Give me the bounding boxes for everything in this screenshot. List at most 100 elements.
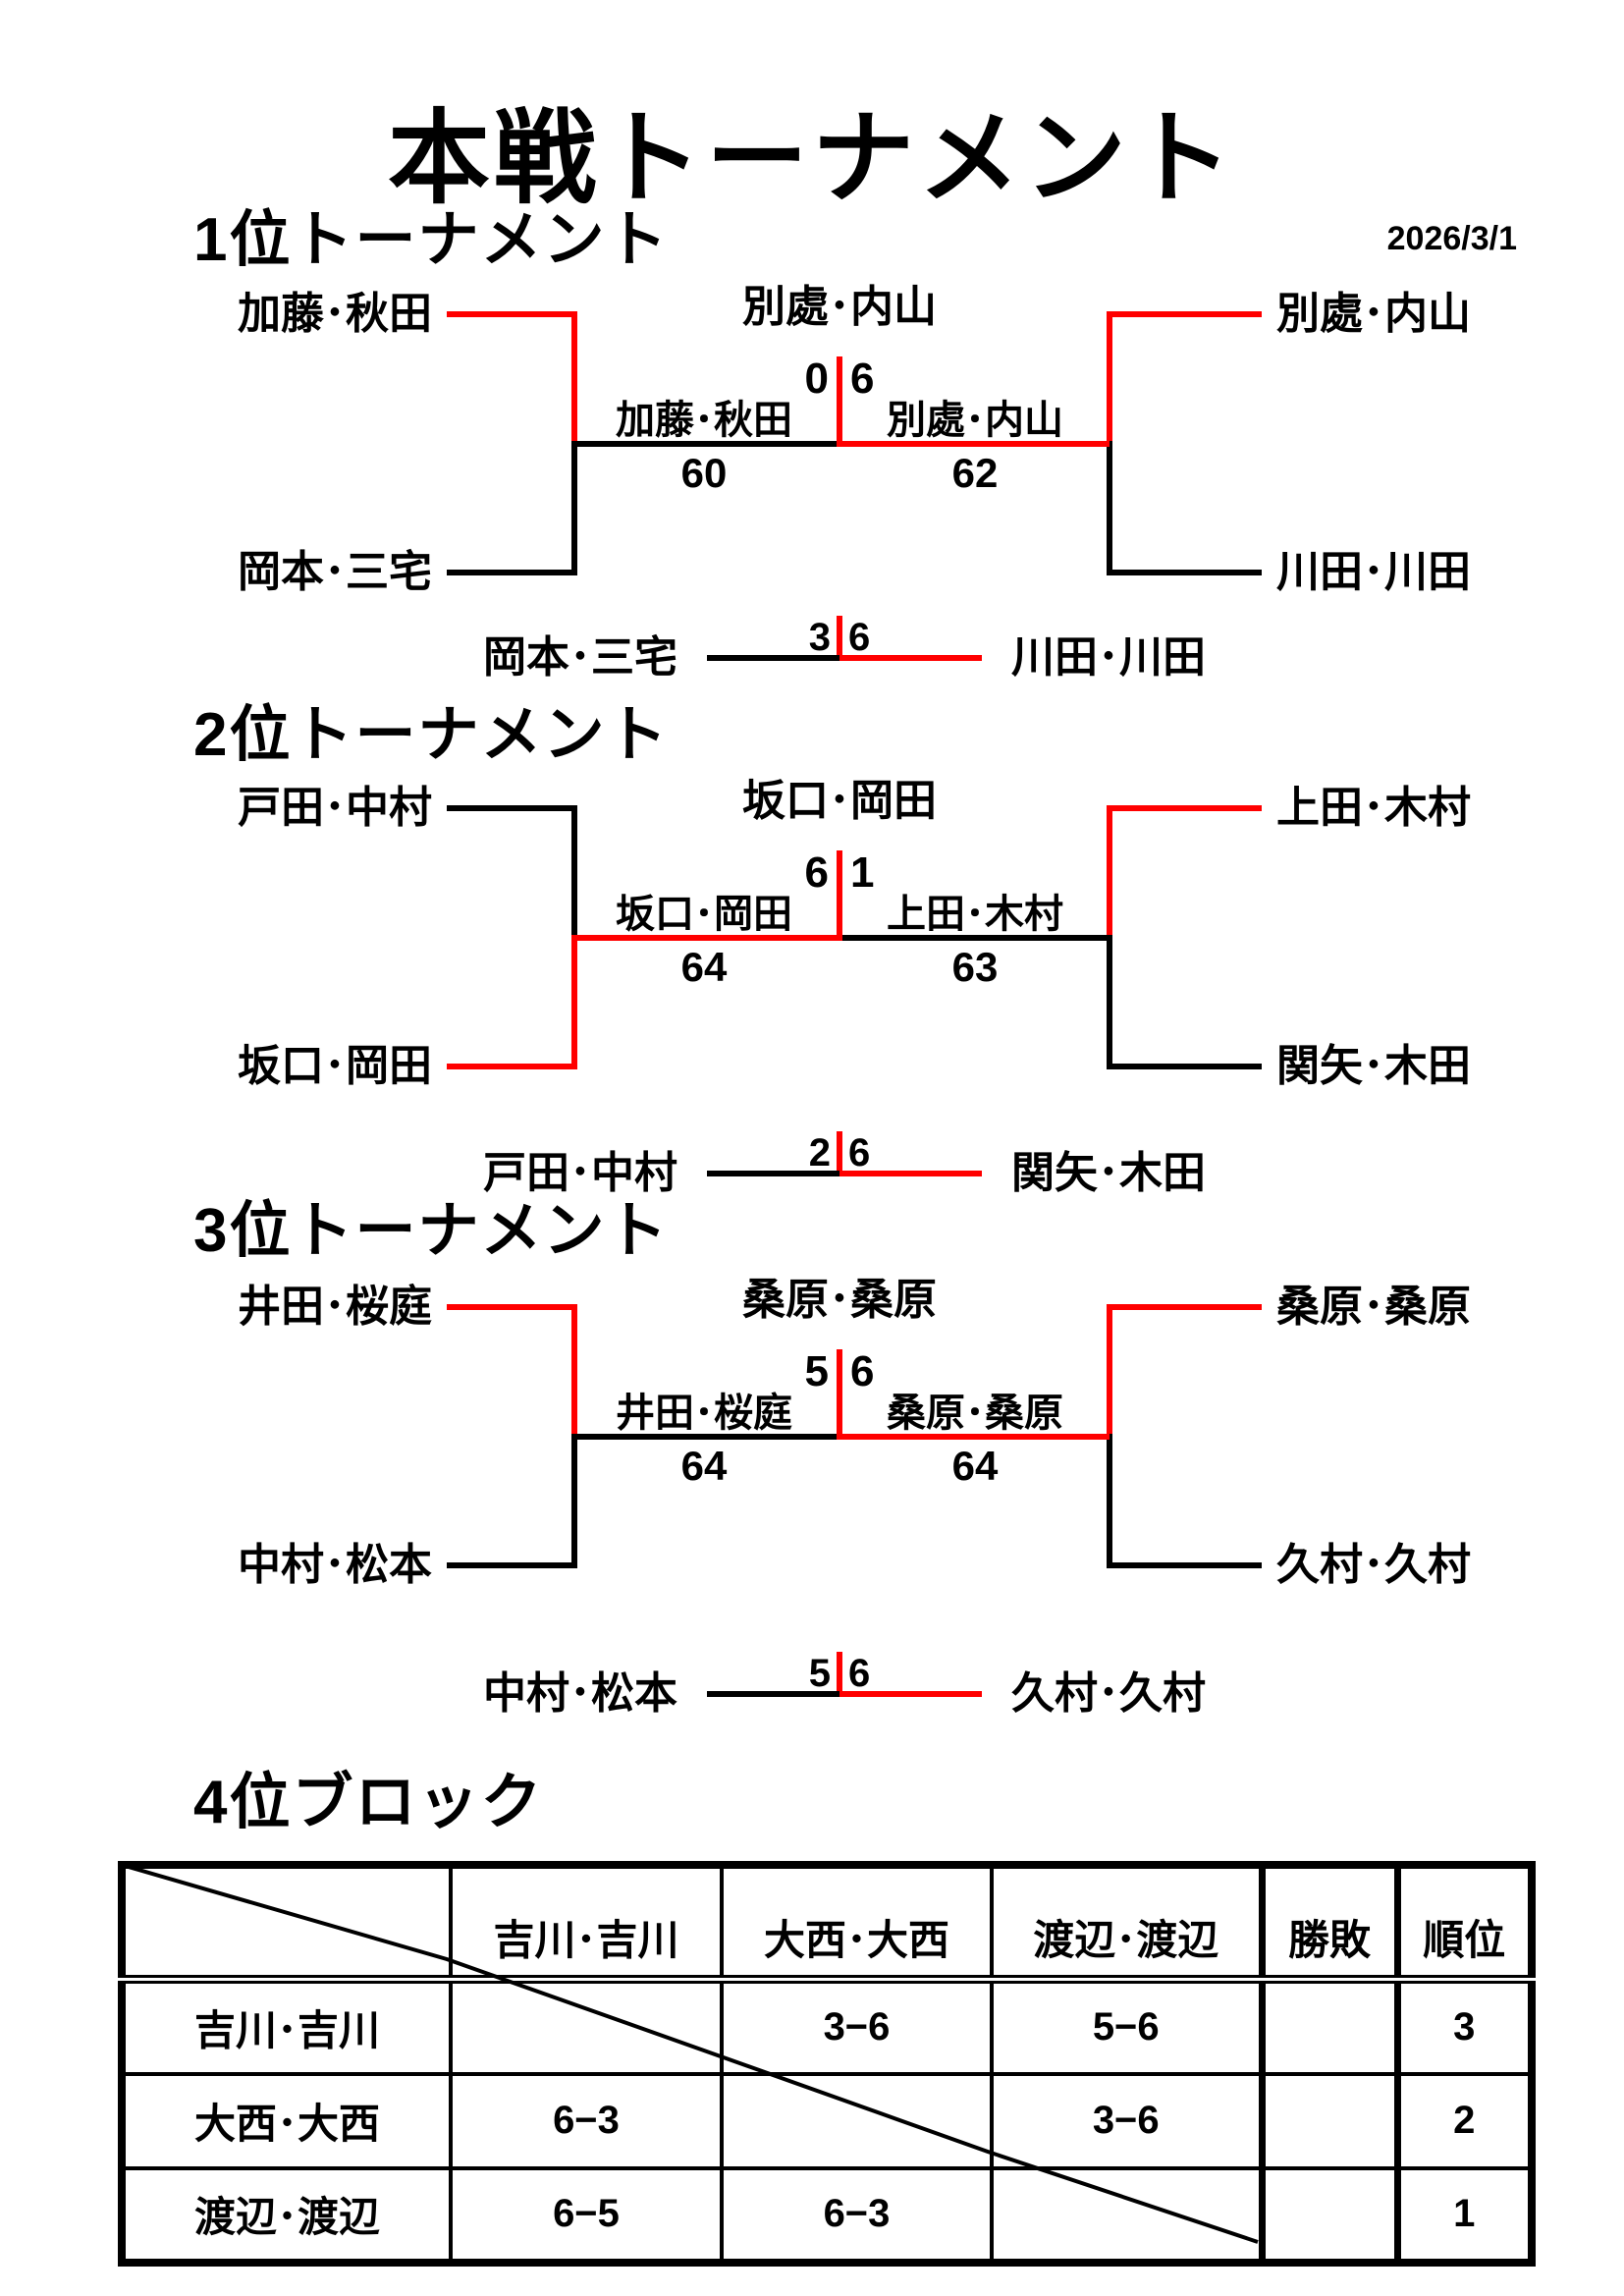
connector-line <box>447 570 574 575</box>
connector-line <box>1110 1562 1262 1568</box>
consolation-score-right: 6 <box>848 1652 871 1695</box>
semi-score-left: 64 <box>680 944 728 990</box>
column-header-rank: 順位 <box>1393 1863 1534 1984</box>
rank-cell: 3 <box>1393 1977 1534 2076</box>
team-label: 別處･内山 <box>1276 290 1471 338</box>
team-label: 川田･川田 <box>1011 633 1206 682</box>
result-cell: 6−3 <box>720 2165 994 2265</box>
connector-line <box>1107 311 1112 447</box>
final-line-left <box>574 1434 839 1440</box>
final-score-left: 0 <box>804 355 829 403</box>
result-cell: 6−5 <box>449 2165 724 2265</box>
team-label: 戸田･中村 <box>238 784 432 832</box>
consolation-score-left: 2 <box>808 1131 831 1175</box>
team-label: 中村･松本 <box>483 1669 677 1718</box>
finalist-label: 加藤･秋田 <box>616 399 792 442</box>
bracket-3-title: 3位トーナメント <box>193 1197 670 1265</box>
consolation-score-right: 6 <box>848 616 871 659</box>
team-label: 坂口･岡田 <box>238 1042 432 1090</box>
header-row: 吉川･吉川 大西･大西 渡辺･渡辺 勝敗 順位 <box>120 1863 1534 1984</box>
consolation-score-right: 6 <box>848 1131 871 1175</box>
connector-line <box>1107 935 1112 1069</box>
final-line-right <box>839 441 1110 447</box>
bracket-1: 加藤･秋田 岡本･三宅 別處･内山 川田･川田 別處･内山 加藤･秋田 別處･内… <box>0 284 1624 623</box>
team-label: 井田･桜庭 <box>238 1283 432 1331</box>
connector-line <box>447 1064 574 1069</box>
connector-line <box>1110 805 1262 811</box>
score-divider <box>837 1131 842 1176</box>
connector-line <box>447 805 574 811</box>
tournament-date: 2026/3/1 <box>1386 220 1517 257</box>
connector-line <box>571 935 577 1069</box>
team-label: 上田･木村 <box>1276 784 1471 832</box>
champion-label: 桑原･桑原 <box>742 1276 937 1324</box>
column-header: 吉川･吉川 <box>449 1863 724 1984</box>
team-label: 中村･松本 <box>238 1541 432 1589</box>
column-header-wins: 勝敗 <box>1258 1863 1399 1984</box>
connector-line <box>447 1304 574 1310</box>
winner-line <box>839 655 982 661</box>
result-cell: 5−6 <box>990 1977 1264 2076</box>
page-title: 本戦トーナメント <box>387 102 1236 216</box>
rank-cell: 1 <box>1393 2165 1534 2265</box>
final-score-right: 6 <box>850 355 875 403</box>
team-label: 岡本･三宅 <box>483 633 677 682</box>
connector-line <box>447 1562 574 1568</box>
round-robin-table: 吉川･吉川 大西･大西 渡辺･渡辺 勝敗 順位 吉川･吉川 3−6 5−6 3 <box>118 1861 1536 2267</box>
team-label: 久村･久村 <box>1276 1541 1471 1589</box>
team-label: 戸田･中村 <box>483 1149 677 1197</box>
connector-line <box>707 1691 842 1697</box>
table-row: 大西･大西 6−3 3−6 2 <box>120 2071 1534 2170</box>
final-line-right <box>839 1434 1110 1440</box>
row-team-label: 大西･大西 <box>120 2071 453 2170</box>
connector-line <box>1110 570 1262 575</box>
rank-cell: 2 <box>1393 2071 1534 2170</box>
score-divider <box>837 850 842 941</box>
semi-score-right: 62 <box>951 450 999 496</box>
team-label: 関矢･木田 <box>1011 1149 1206 1197</box>
team-label: 関矢･木田 <box>1276 1042 1471 1090</box>
self-cell <box>990 2165 1264 2265</box>
score-divider <box>837 1349 842 1440</box>
connector-line <box>1110 311 1262 317</box>
consolation-score-left: 5 <box>808 1652 831 1695</box>
connector-line <box>571 311 577 447</box>
team-label: 加藤･秋田 <box>238 290 432 338</box>
connector-line <box>1107 441 1112 575</box>
consolation-match-2: 戸田･中村 関矢･木田 2 6 <box>0 1129 1624 1228</box>
bracket-2-title: 2位トーナメント <box>193 701 670 769</box>
final-line-right <box>839 935 1110 941</box>
finalist-label: 上田･木村 <box>887 893 1063 936</box>
final-score-right: 1 <box>850 848 875 897</box>
diagonal-corner-cell <box>120 1863 453 1984</box>
team-label: 岡本･三宅 <box>238 548 432 596</box>
connector-line <box>571 1304 577 1440</box>
block-4-title: 4位ブロック <box>193 1769 544 1836</box>
consolation-match-3: 中村･松本 久村･久村 5 6 <box>0 1650 1624 1748</box>
connector-line <box>707 1171 842 1176</box>
finalist-label: 坂口･岡田 <box>616 893 792 936</box>
result-cell: 6−3 <box>449 2071 724 2170</box>
column-header: 大西･大西 <box>720 1863 994 1984</box>
team-label: 桑原･桑原 <box>1276 1283 1471 1331</box>
winner-line <box>839 1171 982 1176</box>
final-score-left: 6 <box>804 848 829 897</box>
final-line-left <box>574 935 839 941</box>
semi-score-left: 64 <box>680 1443 728 1489</box>
semi-score-right: 63 <box>951 944 999 990</box>
finalist-label: 井田･桜庭 <box>616 1392 792 1435</box>
connector-line <box>1110 1304 1262 1310</box>
semi-score-right: 64 <box>951 1443 999 1489</box>
result-cell: 3−6 <box>720 1977 994 2076</box>
team-label: 久村･久村 <box>1011 1669 1206 1718</box>
winner-line <box>839 1691 982 1697</box>
table-row: 渡辺･渡辺 6−5 6−3 1 <box>120 2165 1534 2265</box>
final-score-right: 6 <box>850 1347 875 1395</box>
row-team-label: 渡辺･渡辺 <box>120 2165 453 2265</box>
semi-score-left: 60 <box>680 450 728 496</box>
bracket-1-title: 1位トーナメント <box>193 206 670 274</box>
connector-line <box>707 655 842 661</box>
final-line-left <box>574 441 839 447</box>
connector-line <box>571 805 577 941</box>
